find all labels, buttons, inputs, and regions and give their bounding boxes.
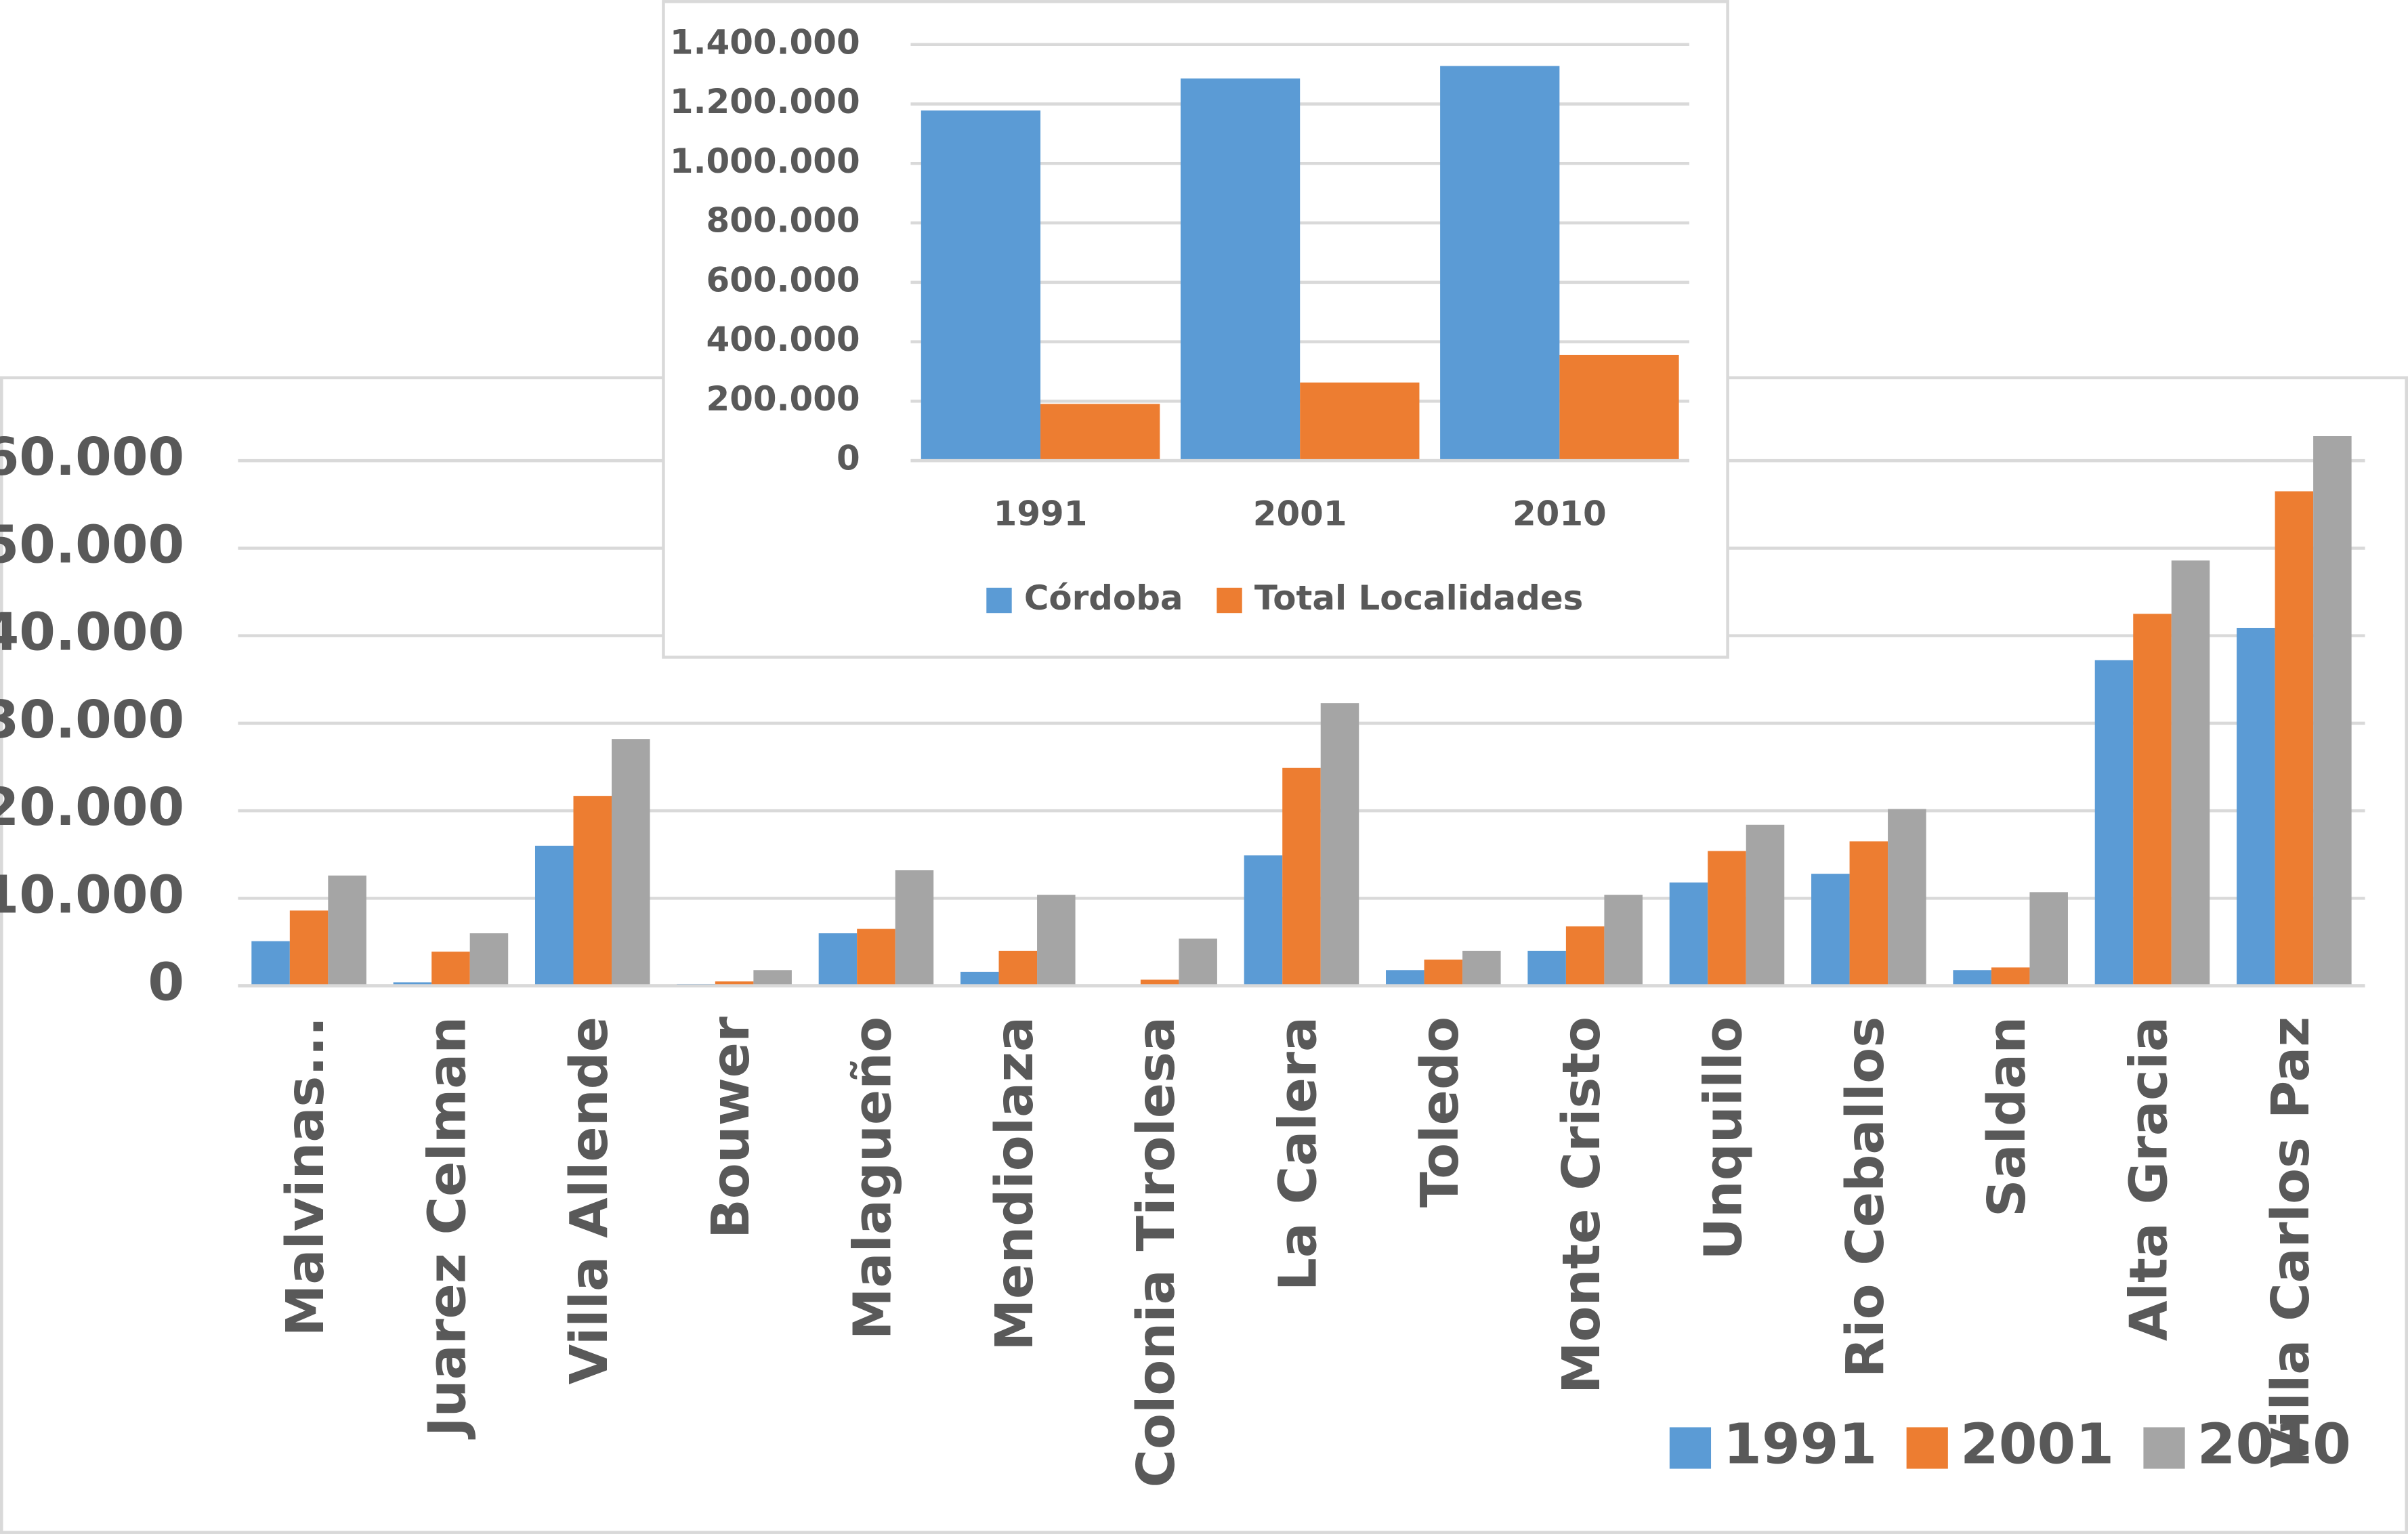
bar (1991, 967, 2030, 986)
bar (1140, 979, 1179, 986)
y-tick-label: 0 (148, 952, 184, 1013)
bar (753, 970, 792, 986)
x-tick-label: Villa Carlos Paz (2260, 1017, 2321, 1468)
bar (1888, 809, 1926, 986)
y-tick-label: 50.000 (0, 514, 184, 575)
bar (1320, 703, 1359, 986)
bar (1244, 855, 1283, 986)
x-tick-label: Villa Allende (559, 1017, 620, 1385)
bar (1559, 354, 1679, 461)
bar (818, 933, 858, 986)
y-tick-label: 400.000 (706, 320, 860, 359)
bar (1440, 66, 1560, 461)
bar (921, 110, 1041, 461)
bar (2133, 614, 2172, 986)
bar (251, 941, 290, 986)
bar (2171, 560, 2210, 986)
y-tick-label: 800.000 (706, 201, 860, 240)
x-tick-label: Juarez Celman (417, 1017, 478, 1440)
y-tick-label: 1.000.000 (670, 142, 860, 181)
bar (2313, 436, 2352, 986)
y-tick-label: 10.000 (0, 864, 184, 925)
bar (2237, 628, 2275, 986)
y-tick-label: 40.000 (0, 602, 184, 663)
legend-label: Córdoba (1024, 578, 1183, 618)
bar (1746, 824, 1785, 986)
bar (1180, 78, 1301, 461)
bar (1669, 882, 1708, 986)
bar (1953, 970, 1991, 986)
legend-swatch (2143, 1427, 2185, 1469)
x-tick-label: Mendiolaza (984, 1017, 1045, 1351)
bar (960, 971, 999, 986)
x-tick-label: Monte Cristo (1551, 1017, 1612, 1394)
bar (1424, 959, 1463, 986)
legend-swatch (1217, 587, 1242, 614)
bar (431, 952, 470, 986)
bar (573, 796, 612, 986)
bar (1300, 382, 1420, 461)
bar (1565, 926, 1605, 986)
bar (895, 870, 934, 986)
bar (1282, 767, 1321, 986)
y-tick-label: 1.400.000 (670, 22, 860, 62)
x-tick-label: Rio Ceballos (1835, 1017, 1896, 1378)
legend-label: 2010 (2197, 1412, 2351, 1476)
legend-swatch (986, 587, 1012, 614)
x-tick-label: Unquillo (1693, 1017, 1754, 1260)
y-tick-label: 0 (837, 439, 860, 478)
legend-swatch (1669, 1427, 1712, 1469)
legend-swatch (1906, 1427, 1948, 1469)
x-tick-label: Colonia Tirolesa (1126, 1017, 1187, 1488)
bar (1040, 404, 1160, 461)
x-tick-label: 1991 (994, 494, 1088, 533)
bar (393, 982, 432, 986)
bar (534, 845, 574, 986)
bar (715, 981, 754, 986)
bar (857, 929, 895, 986)
y-tick-label: 600.000 (706, 260, 860, 299)
bar (998, 950, 1038, 986)
legend-label: Total Localidades (1254, 578, 1583, 618)
bar (1708, 851, 1746, 986)
bar (1179, 938, 1217, 986)
bar (612, 739, 650, 986)
y-tick-label: 60.000 (0, 427, 184, 488)
y-tick-label: 1.200.000 (670, 82, 860, 121)
y-tick-label: 30.000 (0, 689, 184, 750)
x-tick-label: 2001 (1253, 494, 1347, 533)
bar (1811, 874, 1850, 986)
bar (328, 875, 366, 986)
bar (1037, 895, 1076, 986)
x-tick-label: Toledo (1410, 1017, 1471, 1208)
x-tick-label: Alta Gracia (2118, 1017, 2179, 1341)
bar (1386, 970, 1424, 986)
x-tick-label: 2010 (1513, 494, 1607, 533)
y-tick-label: 20.000 (0, 777, 184, 838)
bar (289, 910, 329, 986)
x-tick-label: Malagueño (842, 1017, 903, 1340)
x-tick-label: Saldan (1977, 1017, 2037, 1217)
bar (1849, 841, 1888, 986)
bar (2275, 491, 2314, 986)
bar (2094, 660, 2134, 986)
x-tick-label: Bouwer (700, 1017, 761, 1239)
x-tick-label: Malvinas... (275, 1017, 336, 1336)
legend-label: 2001 (1960, 1412, 2114, 1476)
bar (2029, 892, 2068, 986)
y-tick-label: 200.000 (706, 379, 860, 419)
bar (1527, 950, 1566, 986)
legend-label: 1991 (1723, 1412, 1877, 1476)
bar (469, 933, 509, 986)
bar (1462, 950, 1501, 986)
x-tick-label: La Calera (1267, 1017, 1328, 1291)
bar (1604, 895, 1643, 986)
